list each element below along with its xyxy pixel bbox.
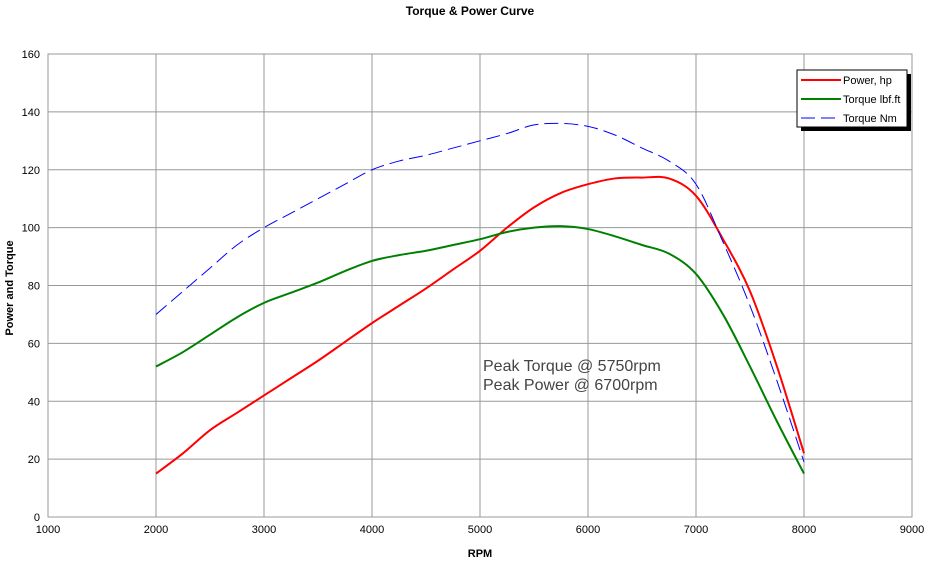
annotation-peak-power: Peak Power @ 6700rpm: [483, 377, 658, 394]
y-axis-label: Power and Torque: [4, 240, 16, 335]
legend-label-power-hp: Power, hp: [843, 75, 892, 87]
y-tick-label: 60: [28, 338, 40, 350]
y-tick-label: 100: [22, 223, 40, 235]
y-tick-label: 0: [34, 512, 40, 524]
y-tick-label: 140: [22, 107, 40, 119]
series-line-torque-lbf-ft: [155, 225, 805, 475]
y-tick-label: 40: [28, 396, 40, 408]
chart-title: Torque & Power Curve: [406, 4, 535, 18]
legend-label-torque-nm: Torque Nm: [843, 113, 897, 125]
x-tick-label: 8000: [792, 524, 816, 536]
series-lines: [155, 122, 805, 475]
legend: Power, hp Torque lbf.ft Torque Nm: [796, 69, 911, 131]
x-axis-label: RPM: [468, 548, 492, 560]
y-tick-label: 160: [22, 49, 40, 61]
tick-labels: 1000 2000 3000 4000 5000 6000 7000 8000 9000 0 20 4…: [22, 49, 925, 536]
y-tick-label: 80: [28, 281, 40, 293]
annotation-peak-torque: Peak Torque @ 5750rpm: [483, 358, 661, 375]
x-tick-label: 1000: [36, 524, 60, 536]
grid: [47, 53, 913, 518]
y-tick-label: 20: [28, 454, 40, 466]
x-tick-label: 6000: [576, 524, 600, 536]
plot-border: [47, 53, 913, 518]
x-tick-label: 7000: [684, 524, 708, 536]
y-tick-label: 120: [22, 165, 40, 177]
x-tick-label: 5000: [468, 524, 492, 536]
x-tick-label: 3000: [252, 524, 276, 536]
x-tick-label: 9000: [900, 524, 924, 536]
legend-label-torque-lbf-ft: Torque lbf.ft: [843, 94, 900, 106]
series-line-torque-nm: [155, 122, 805, 463]
x-tick-label: 4000: [360, 524, 384, 536]
series-line-power-hp: [155, 175, 805, 475]
x-tick-label: 2000: [144, 524, 168, 536]
